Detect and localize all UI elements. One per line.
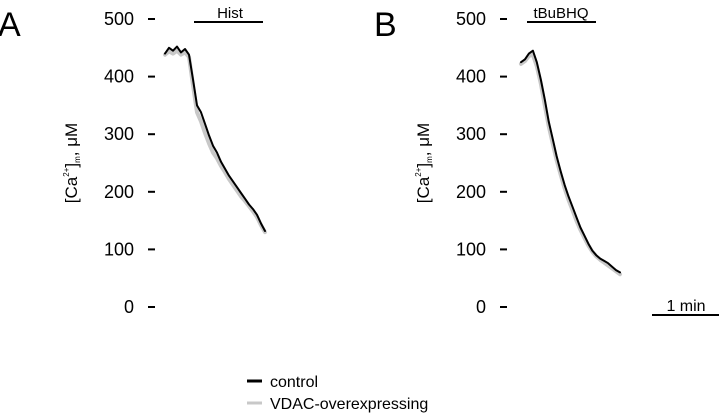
ylabel-b-bracket: ] [414,163,433,168]
series-line-b-control [520,49,621,274]
series-line-a-vdac [163,48,267,235]
y-axis-ticks-b: 0 100 200 300 400 500 [456,9,507,317]
ylabel-b-subscript: m [425,156,434,163]
legend-label-control: control [270,374,318,391]
panel-b: B tBuBHQ 0 100 200 300 400 500 [Ca2+]m, μM [374,5,622,317]
ylabel-a-superscript: 2+ [62,167,71,176]
y-tick-label-b-100: 100 [456,239,486,259]
y-tick-label-a-300: 300 [104,124,134,144]
y-tick-label-b-300: 300 [456,124,486,144]
y-tick-label-a-100: 100 [104,239,134,259]
y-tick-label-b-400: 400 [456,67,486,87]
panel-letter-b: B [374,6,397,44]
ylabel-b-suffix: , μM [414,123,433,156]
y-tick-label-b-200: 200 [456,182,486,202]
ylabel-a-suffix: , μM [62,123,81,156]
y-tick-label-a-400: 400 [104,67,134,87]
ylabel-b-prefix: [Ca [414,176,433,203]
ylabel-b-superscript: 2+ [414,167,423,176]
scale-bar-label: 1 min [666,298,705,315]
y-tick-label-b-0: 0 [476,297,486,317]
series-group-b [519,49,622,277]
y-axis-label-a: [Ca2+]m, μM [62,123,82,203]
series-line-b-vdac [519,52,622,277]
y-axis-label-b: [Ca2+]m, μM [414,123,434,203]
stimulus-label-b: tBuBHQ [533,5,588,22]
panel-letter-a: A [0,6,21,44]
series-line-a-control [164,45,266,232]
series-group-a [163,45,267,235]
ylabel-a-bracket: ] [62,163,81,168]
stimulus-label-a: Hist [217,5,244,22]
legend-label-vdac: VDAC-overexpressing [270,396,428,413]
y-tick-label-a-200: 200 [104,182,134,202]
y-tick-label-b-500: 500 [456,9,486,29]
y-tick-label-a-500: 500 [104,9,134,29]
ylabel-a-subscript: m [73,156,82,163]
panel-a: A Hist 0 100 200 300 400 500 [Ca2+]m, μM [0,5,267,317]
y-axis-ticks-a: 0 100 200 300 400 500 [104,9,155,317]
y-tick-label-a-0: 0 [124,297,134,317]
ylabel-a-prefix: [Ca [62,176,81,203]
legend: control VDAC-overexpressing [247,374,428,413]
